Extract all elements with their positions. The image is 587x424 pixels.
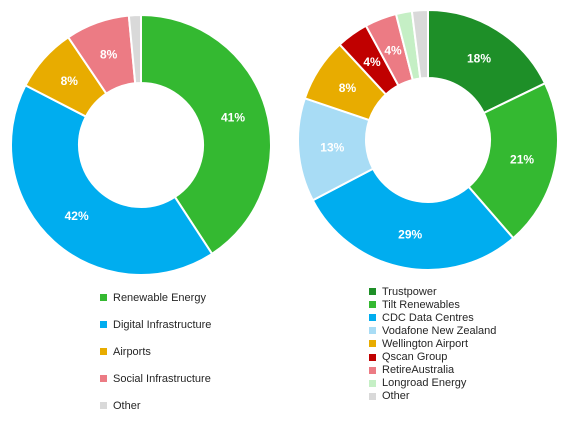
legend-item-retireaustralia: RetireAustralia	[369, 364, 496, 377]
legend-item-other: Other	[369, 390, 496, 403]
slice-cdc-data-centres	[311, 167, 515, 271]
slice-renewable-energy	[140, 13, 272, 256]
data-label-vodafone-new-zealand: 13%	[320, 140, 344, 154]
legend-label: Trustpower	[382, 285, 437, 298]
legend-swatch	[369, 327, 376, 335]
data-label-retireaustralia: 4%	[384, 44, 402, 58]
legend-swatch	[100, 402, 107, 409]
legend-item-longroad-energy: Longroad Energy	[369, 377, 496, 390]
legend-sector-mix: Renewable Energy Digital Infrastructure Ai…	[100, 284, 211, 419]
legend-item-wellington-airport: Wellington Airport	[369, 337, 496, 350]
legend-swatch	[100, 321, 107, 328]
legend-item-cdc-data-centres: CDC Data Centres	[369, 311, 496, 324]
legend-label: Social Infrastructure	[113, 372, 211, 385]
legend-item-qscan-group: Qscan Group	[369, 350, 496, 363]
legend-swatch	[100, 348, 107, 355]
data-label-tilt-renewables: 21%	[510, 152, 534, 166]
legend-item-vodafone-new-zealand: Vodafone New Zealand	[369, 324, 496, 337]
legend-label: Renewable Energy	[113, 291, 206, 304]
donut-chart-holdings: 18% 21% 29% 13% 8% 4%4%	[297, 8, 559, 271]
legend-label: Digital Infrastructure	[113, 318, 212, 331]
legend-label: CDC Data Centres	[382, 311, 474, 324]
legend-label: Wellington Airport	[382, 337, 469, 350]
legend-label: Other	[382, 390, 410, 403]
slice-tilt-renewables	[467, 81, 559, 240]
legend-label: Other	[113, 399, 141, 412]
legend-item-airports: Airports	[100, 338, 211, 365]
data-label-renewable-energy: 41%	[221, 111, 245, 125]
legend-swatch	[369, 301, 376, 309]
slice-trustpower	[427, 8, 547, 115]
legend-label: Longroad Energy	[382, 377, 467, 390]
legend-swatch	[369, 353, 376, 361]
data-label-cdc-data-centres: 29%	[398, 227, 422, 241]
legend-swatch	[100, 294, 107, 301]
data-label-airports: 8%	[61, 74, 79, 88]
data-label-social-infrastructure: 8%	[100, 48, 118, 62]
donut-chart-sector-mix: 41% 42% 8% 8%	[10, 13, 272, 276]
legend-item-tilt-renewables: Tilt Renewables	[369, 298, 496, 311]
legend-swatch	[369, 366, 376, 374]
legend-label: Qscan Group	[382, 351, 448, 364]
legend-swatch	[369, 340, 376, 348]
slice-other	[410, 8, 429, 80]
data-label-digital-infrastructure: 42%	[65, 209, 89, 223]
legend-item-other: Other	[100, 392, 211, 419]
legend-swatch	[369, 392, 376, 400]
data-label-wellington-airport: 8%	[339, 81, 357, 95]
legend-swatch	[369, 288, 376, 296]
slice-other	[127, 13, 142, 85]
legend-label: Airports	[113, 345, 151, 358]
legend-label: RetireAustralia	[382, 364, 455, 377]
legend-label: Tilt Renewables	[382, 298, 460, 311]
legend-item-trustpower: Trustpower	[369, 285, 496, 298]
legend-swatch	[100, 375, 107, 382]
legend-item-digital-infrastructure: Digital Infrastructure	[100, 311, 211, 338]
legend-item-social-infrastructure: Social Infrastructure	[100, 365, 211, 392]
legend-swatch	[369, 379, 376, 387]
data-label-qscan-group: 4%	[363, 55, 381, 69]
legend-item-renewable-energy: Renewable Energy	[100, 284, 211, 311]
legend-holdings: Trustpower Tilt Renewables CDC Data Centre…	[369, 285, 496, 403]
slice-digital-infrastructure	[10, 84, 214, 276]
legend-label: Vodafone New Zealand	[382, 324, 497, 337]
legend-swatch	[369, 314, 376, 322]
data-label-trustpower: 18%	[467, 52, 491, 66]
